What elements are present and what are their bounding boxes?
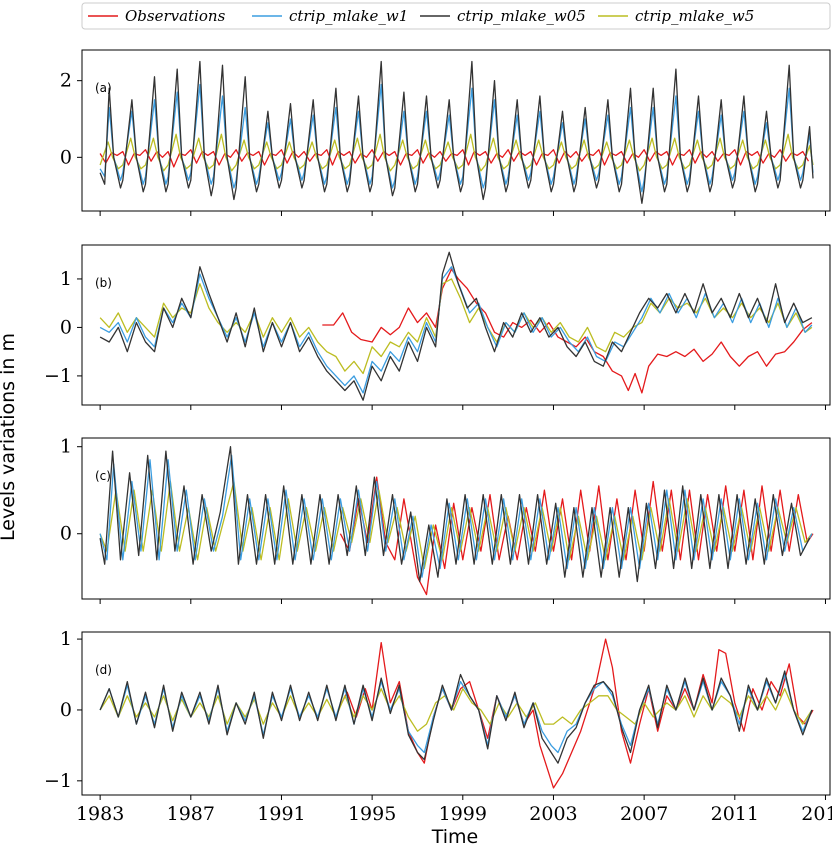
panel-frame: [81, 631, 831, 796]
panel-label: (c): [95, 469, 111, 483]
y-tick-label: 1: [60, 436, 72, 458]
x-tick-label: 2011: [711, 803, 759, 825]
legend-label: ctrip_mlake_w5: [635, 7, 754, 25]
panel-b: −1 0 1 (b): [44, 244, 831, 410]
series-group: [99, 60, 814, 204]
series-line-ctrip-mlake-w5: [99, 133, 814, 172]
series-line-observations: [99, 149, 810, 168]
series-line-ctrip-mlake-w05: [99, 446, 811, 583]
legend-entry: ctrip_mlake_w05: [420, 7, 586, 25]
panel-d: −1 0 1 1983 1987 1991 1995 1999 2003 2007 2011 2015…: [44, 628, 832, 825]
legend-entry: ctrip_mlake_w5: [598, 7, 754, 25]
y-tick-label: 0: [60, 316, 72, 338]
legend-entry: ctrip_mlake_w1: [252, 7, 408, 25]
series-line-ctrip-mlake-w05: [99, 251, 813, 401]
x-tick-label: 2015: [801, 803, 832, 825]
legend-label: ctrip_mlake_w1: [289, 7, 408, 25]
legend-entry: Observations: [88, 7, 226, 25]
panels: 0 2 (a) −1 0 1 (b) 0 1 (c) −1 0 1 1983 1987 1991 1995 199…: [44, 49, 832, 825]
legend-box: [81, 2, 831, 30]
series-line-observations: [322, 268, 813, 394]
panel-c: 0 1 (c): [60, 436, 831, 604]
x-tick-label: 1999: [439, 803, 487, 825]
y-tick-label: 0: [60, 146, 72, 168]
y-axis-label: Levels variations in m: [0, 333, 19, 541]
x-tick-label: 1987: [167, 803, 215, 825]
series-group: [99, 638, 814, 789]
panel-a: 0 2 (a): [60, 49, 831, 216]
panel-label: (d): [95, 663, 112, 677]
x-tick-label: 1995: [348, 803, 396, 825]
panel-frame: [81, 437, 831, 600]
y-tick-label: −1: [44, 770, 72, 792]
panel-frame: [81, 244, 831, 406]
y-tick-label: 0: [60, 699, 72, 721]
series-group: [99, 446, 814, 596]
x-tick-label: 1991: [257, 803, 305, 825]
legend: Observations ctrip_mlake_w1 ctrip_mlake_w0…: [81, 2, 831, 30]
series-line-ctrip-mlake-w1: [99, 454, 813, 578]
y-tick-label: −1: [44, 365, 72, 387]
x-tick-label: 2003: [529, 803, 577, 825]
x-tick-label: 1983: [76, 803, 124, 825]
y-tick-label: 1: [60, 268, 72, 290]
x-axis-label: Time: [431, 826, 479, 848]
series-line-ctrip-mlake-w05: [99, 670, 813, 764]
panel-label: (a): [95, 81, 112, 95]
panel-frame: [81, 49, 831, 212]
legend-label: ctrip_mlake_w05: [457, 7, 586, 25]
legend-label: Observations: [125, 7, 226, 25]
y-tick-label: 2: [60, 70, 72, 92]
x-tick-label: 2007: [620, 803, 668, 825]
series-line-ctrip-mlake-w5: [99, 688, 813, 732]
y-tick-label: 0: [60, 523, 72, 545]
panel-label: (b): [95, 276, 112, 290]
series-group: [99, 251, 813, 401]
series-line-ctrip-mlake-w05: [99, 60, 814, 204]
y-tick-label: 1: [60, 628, 72, 650]
